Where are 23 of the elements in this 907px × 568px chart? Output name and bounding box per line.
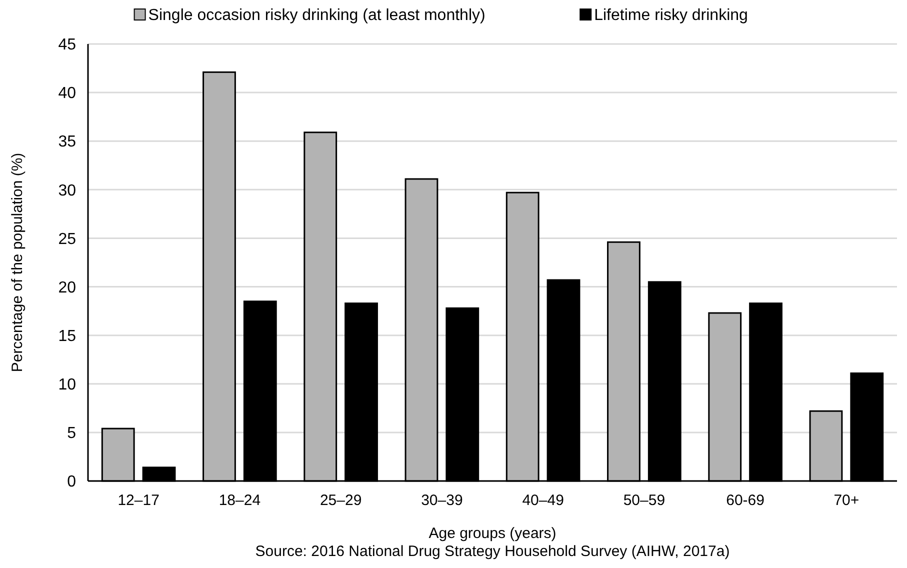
source-note: Source: 2016 National Drug Strategy Household Survey (AIHW, 2017a)	[255, 543, 730, 560]
y-axis-title: Percentage of the population (%)	[9, 152, 26, 372]
y-tick-label: 30	[58, 182, 76, 200]
y-tick-label: 35	[58, 134, 76, 151]
x-tick-label: 70+	[834, 492, 860, 509]
x-tick-label: 25–29	[320, 492, 362, 509]
legend-label: Lifetime risky drinking	[594, 7, 748, 24]
y-tick-label: 0	[67, 474, 76, 491]
y-tick-label: 5	[67, 425, 76, 442]
y-tick-label: 10	[58, 376, 76, 394]
x-tick-label: 12–17	[118, 492, 160, 509]
x-tick-label: 50–59	[623, 492, 666, 509]
y-tick-label: 40	[58, 85, 76, 102]
x-tick-label: 30–39	[421, 492, 463, 509]
y-tick-label: 20	[58, 279, 76, 296]
legend-label: Single occasion risky drinking (at least monthly)	[148, 7, 486, 24]
y-tick-label: 45	[58, 36, 76, 54]
x-tick-label: 18–24	[218, 492, 261, 509]
x-axis-title: Age groups (years)	[428, 525, 556, 542]
x-tick-label: 40–49	[522, 492, 564, 509]
y-tick-label: 25	[58, 230, 76, 248]
x-tick-label: 60-69	[726, 492, 764, 509]
y-tick-label: 15	[58, 328, 76, 345]
